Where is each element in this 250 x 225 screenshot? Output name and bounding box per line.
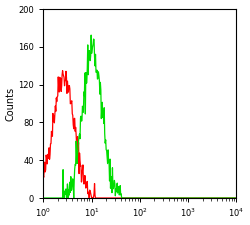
Y-axis label: Counts: Counts [6,86,16,121]
